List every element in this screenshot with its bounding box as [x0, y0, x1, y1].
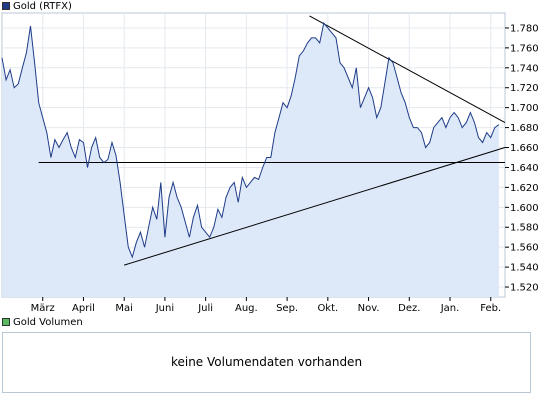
x-tick-label: Feb. — [480, 303, 501, 314]
x-tick-label: Jan. — [440, 303, 460, 314]
price-line — [1, 21, 500, 259]
price-legend: Gold (RTFX) — [2, 1, 72, 13]
y-tick-label: 1.620 — [510, 183, 539, 194]
x-tick-label: Okt. — [317, 303, 338, 314]
price-legend-swatch — [2, 2, 10, 10]
x-tick-label: Nov. — [358, 303, 380, 314]
x-tick-label: April — [72, 303, 95, 314]
y-tick-label: 1.540 — [510, 263, 539, 274]
y-tick-label: 1.780 — [510, 23, 539, 34]
y-tick-label: 1.680 — [510, 123, 539, 134]
y-tick-label: 1.760 — [510, 43, 539, 54]
x-tick-label: Sep. — [276, 303, 298, 314]
volume-legend: Gold Volumen — [2, 317, 83, 329]
y-tick-label: 1.740 — [510, 63, 539, 74]
x-tick-label: Dez. — [398, 303, 420, 314]
y-tick-label: 1.560 — [510, 243, 539, 254]
y-tick-label: 1.640 — [510, 163, 539, 174]
y-tick-label: 1.720 — [510, 83, 539, 94]
y-tick-label: 1.600 — [510, 203, 539, 214]
no-volume-message: keine Volumendaten vorhanden — [170, 355, 363, 369]
y-tick-label: 1.520 — [510, 283, 539, 294]
price-area — [2, 23, 499, 297]
reference-lines — [38, 15, 506, 266]
trend-line — [124, 147, 506, 266]
volume-panel: keine Volumendaten vorhanden — [2, 332, 531, 393]
y-axis-ticks: 1.520 1.540 1.560 1.580 1.600 1.620 1.640 1.660… — [505, 23, 539, 294]
volume-legend-label: Gold Volumen — [13, 317, 83, 328]
x-tick-label: März — [31, 303, 55, 314]
price-chart: 1.520 1.540 1.560 1.580 1.600 1.620 1.640 1.660… — [1, 12, 539, 314]
x-tick-label: Juli — [197, 303, 213, 314]
x-tick-label: Aug. — [235, 303, 258, 314]
y-tick-label: 1.580 — [510, 223, 539, 234]
x-tick-label: Juni — [155, 303, 174, 314]
y-tick-label: 1.700 — [510, 103, 539, 114]
x-axis-ticks: März April Mai Juni Juli Aug. Sep. Okt. Nov. Dez.… — [31, 297, 501, 314]
y-tick-label: 1.660 — [510, 143, 539, 154]
x-tick-label: Mai — [115, 303, 133, 314]
volume-legend-swatch — [2, 318, 10, 326]
trend-line — [309, 15, 506, 124]
price-legend-label: Gold (RTFX) — [13, 1, 72, 12]
